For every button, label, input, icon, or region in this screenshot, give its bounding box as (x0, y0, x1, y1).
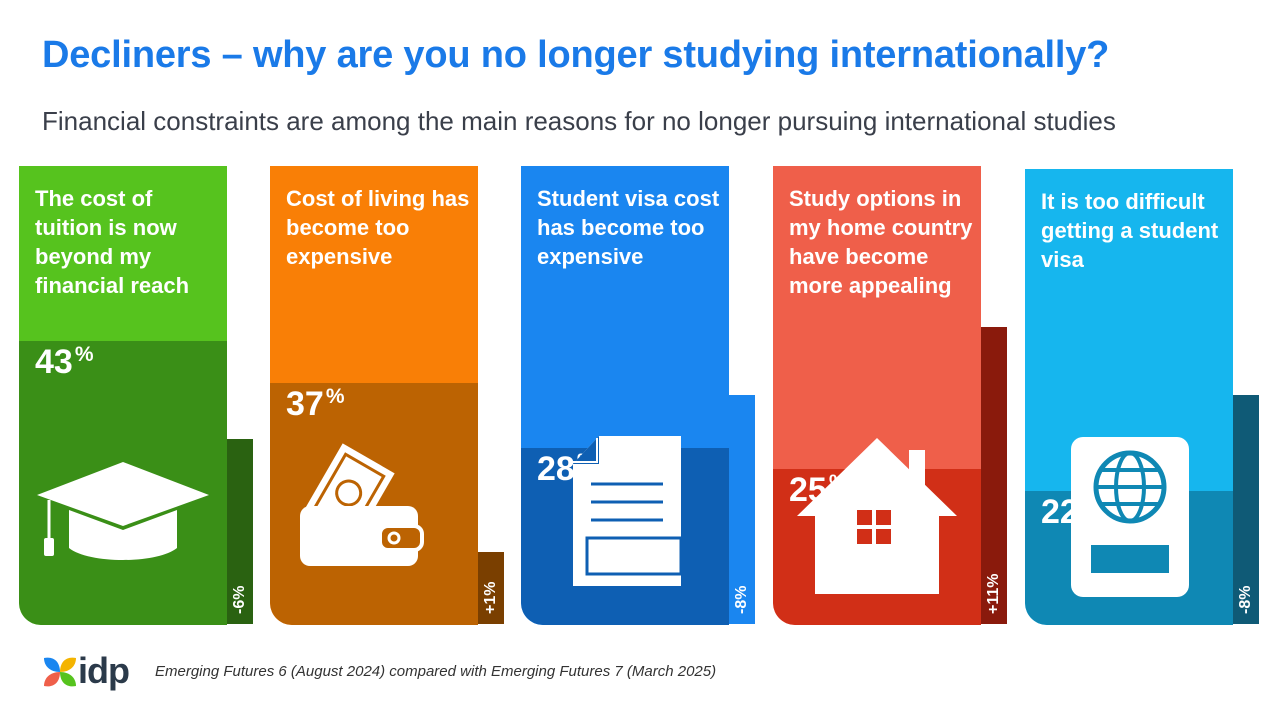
value-label: 28% (537, 450, 596, 488)
bar-card: It is too difficult getting a student vi… (1025, 169, 1233, 625)
wallet-icon (270, 438, 478, 573)
change-label: -8% (733, 585, 750, 614)
logo-text: idp (78, 650, 130, 691)
graduation-cap-icon (19, 460, 227, 575)
category-label: Student visa cost has become too expensi… (537, 186, 720, 269)
category-label: Study options in my home country have be… (789, 186, 973, 298)
value-label: 37% (286, 385, 345, 423)
bar-card: Study options in my home country have be… (773, 166, 981, 625)
change-label: +11% (985, 573, 1002, 614)
change-label: -8% (1237, 585, 1254, 614)
document-icon (521, 436, 729, 591)
category-label: Cost of living has become too expensive (286, 186, 470, 269)
bar-card: Cost of living has become too expensive 3… (270, 166, 478, 625)
change-label: +1% (482, 581, 499, 614)
bar-card: Student visa cost has become too expensi… (521, 166, 729, 625)
chart-subtitle: Financial constraints are among the main… (42, 106, 1116, 136)
change-label: -6% (231, 585, 248, 614)
change-tab: +1% (478, 551, 504, 624)
house-icon (773, 434, 981, 599)
category-label: It is too difficult getting a student vi… (1041, 189, 1219, 272)
source-note: Emerging Futures 6 (August 2024) compare… (155, 663, 717, 680)
change-tab: -8% (729, 394, 755, 624)
change-tab: -6% (227, 439, 253, 624)
value-label: 43% (35, 343, 94, 381)
change-tab: +11% (981, 327, 1007, 624)
passport-icon (1025, 437, 1233, 602)
idp-logo-icon (44, 657, 76, 687)
chart-title: Decliners – why are you no longer studyi… (42, 34, 1110, 76)
bar-card: The cost of tuition is now beyond my fin… (19, 166, 227, 625)
category-label: The cost of tuition is now beyond my fin… (35, 186, 190, 298)
change-tab: -8% (1233, 394, 1259, 624)
